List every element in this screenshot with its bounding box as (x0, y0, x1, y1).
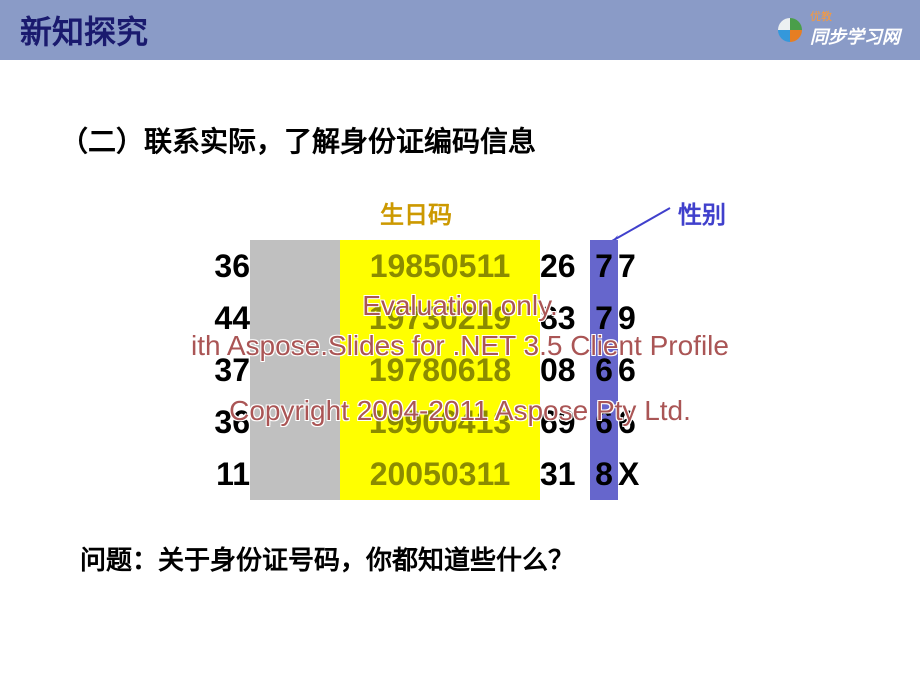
prefix-cell: 44 (150, 300, 250, 337)
gender-cell: 6 (590, 396, 618, 448)
logo-small-text: 优教 (810, 12, 900, 23)
slide-content: （二）联系实际，了解身份证编码信息 生日码 性别 36 19850511 26 … (0, 60, 920, 597)
table-row: 44 19730219 83 7 9 (150, 292, 860, 344)
id-table: 36 19850511 26 7 7 44 19730219 83 7 9 37… (150, 240, 860, 500)
logo-icon (776, 16, 804, 44)
table-row: 11 20050311 31 8 X (150, 448, 860, 500)
mid-cell: 69 (540, 404, 590, 441)
gray-cell (250, 292, 340, 344)
last-cell: X (618, 456, 648, 493)
last-cell: 7 (618, 248, 648, 285)
birth-cell: 19850511 (340, 240, 540, 292)
header-logo: 优教 同步学习网 (776, 12, 900, 49)
mid-cell: 26 (540, 248, 590, 285)
mid-cell: 83 (540, 300, 590, 337)
logo-main-text: 同步学习网 (810, 23, 900, 49)
gender-label: 性别 (678, 195, 726, 230)
header-title: 新知探究 (20, 7, 148, 53)
logo-text-group: 优教 同步学习网 (810, 12, 900, 49)
birthday-label: 生日码 (380, 195, 452, 230)
table-row: 36 19850511 26 7 7 (150, 240, 860, 292)
gender-cell: 7 (590, 240, 618, 292)
birth-cell: 19730219 (340, 292, 540, 344)
birth-cell: 19780618 (340, 344, 540, 396)
prefix-cell: 11 (150, 456, 250, 493)
gray-cell (250, 396, 340, 448)
birth-cell: 19900413 (340, 396, 540, 448)
section-subtitle: （二）联系实际，了解身份证编码信息 (60, 120, 860, 160)
table-row: 36 19900413 69 6 6 (150, 396, 860, 448)
prefix-cell: 36 (150, 404, 250, 441)
birth-cell: 20050311 (340, 448, 540, 500)
gender-cell: 8 (590, 448, 618, 500)
column-labels: 生日码 性别 (60, 195, 860, 230)
prefix-cell: 37 (150, 352, 250, 389)
slide-header: 新知探究 优教 同步学习网 (0, 0, 920, 60)
mid-cell: 31 (540, 456, 590, 493)
mid-cell: 08 (540, 352, 590, 389)
gender-cell: 7 (590, 292, 618, 344)
question-text: 问题：关于身份证号码，你都知道些什么？ (80, 540, 860, 577)
gray-cell (250, 344, 340, 396)
table-row: 37 19780618 08 6 6 (150, 344, 860, 396)
last-cell: 9 (618, 300, 648, 337)
prefix-cell: 36 (150, 248, 250, 285)
gray-cell (250, 448, 340, 500)
gender-cell: 6 (590, 344, 618, 396)
gray-cell (250, 240, 340, 292)
last-cell: 6 (618, 404, 648, 441)
last-cell: 6 (618, 352, 648, 389)
